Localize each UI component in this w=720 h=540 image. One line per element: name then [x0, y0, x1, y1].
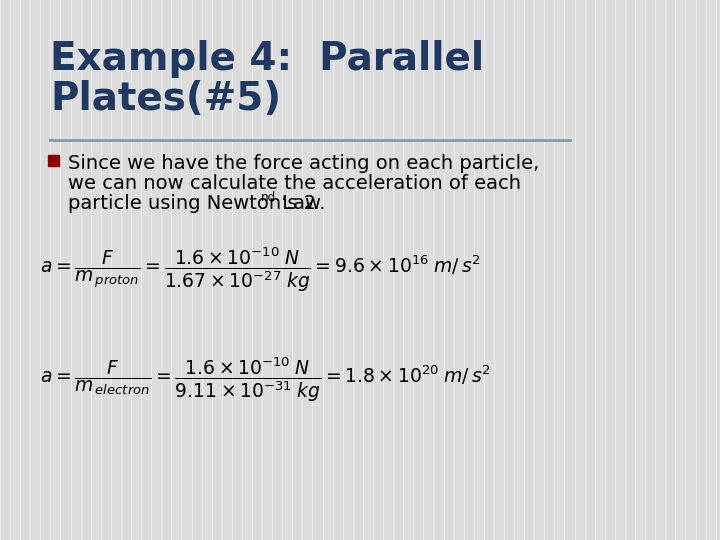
Text: we can now calculate the acceleration of each: we can now calculate the acceleration of…	[68, 174, 521, 193]
Text: nd: nd	[261, 191, 276, 204]
Text: $a = \dfrac{F}{m_{\,proton}} = \dfrac{1.6\times10^{-10}\;N}{1.67\times10^{-27}\;: $a = \dfrac{F}{m_{\,proton}} = \dfrac{1.…	[40, 245, 481, 294]
Text: Plates(#5): Plates(#5)	[50, 80, 281, 118]
Text: $a = \dfrac{F}{m_{\,electron}} = \dfrac{1.6\times10^{-10}\;N}{9.11\times10^{-31}: $a = \dfrac{F}{m_{\,electron}} = \dfrac{…	[40, 355, 491, 404]
Text: Law.: Law.	[276, 194, 325, 213]
Bar	[48, 155, 59, 166]
Text: Example 4:  Parallel: Example 4: Parallel	[50, 40, 484, 78]
Text: Since we have the force acting on each particle,: Since we have the force acting on each p…	[68, 154, 539, 173]
Text: particle using Newton’s 2: particle using Newton’s 2	[68, 194, 316, 213]
